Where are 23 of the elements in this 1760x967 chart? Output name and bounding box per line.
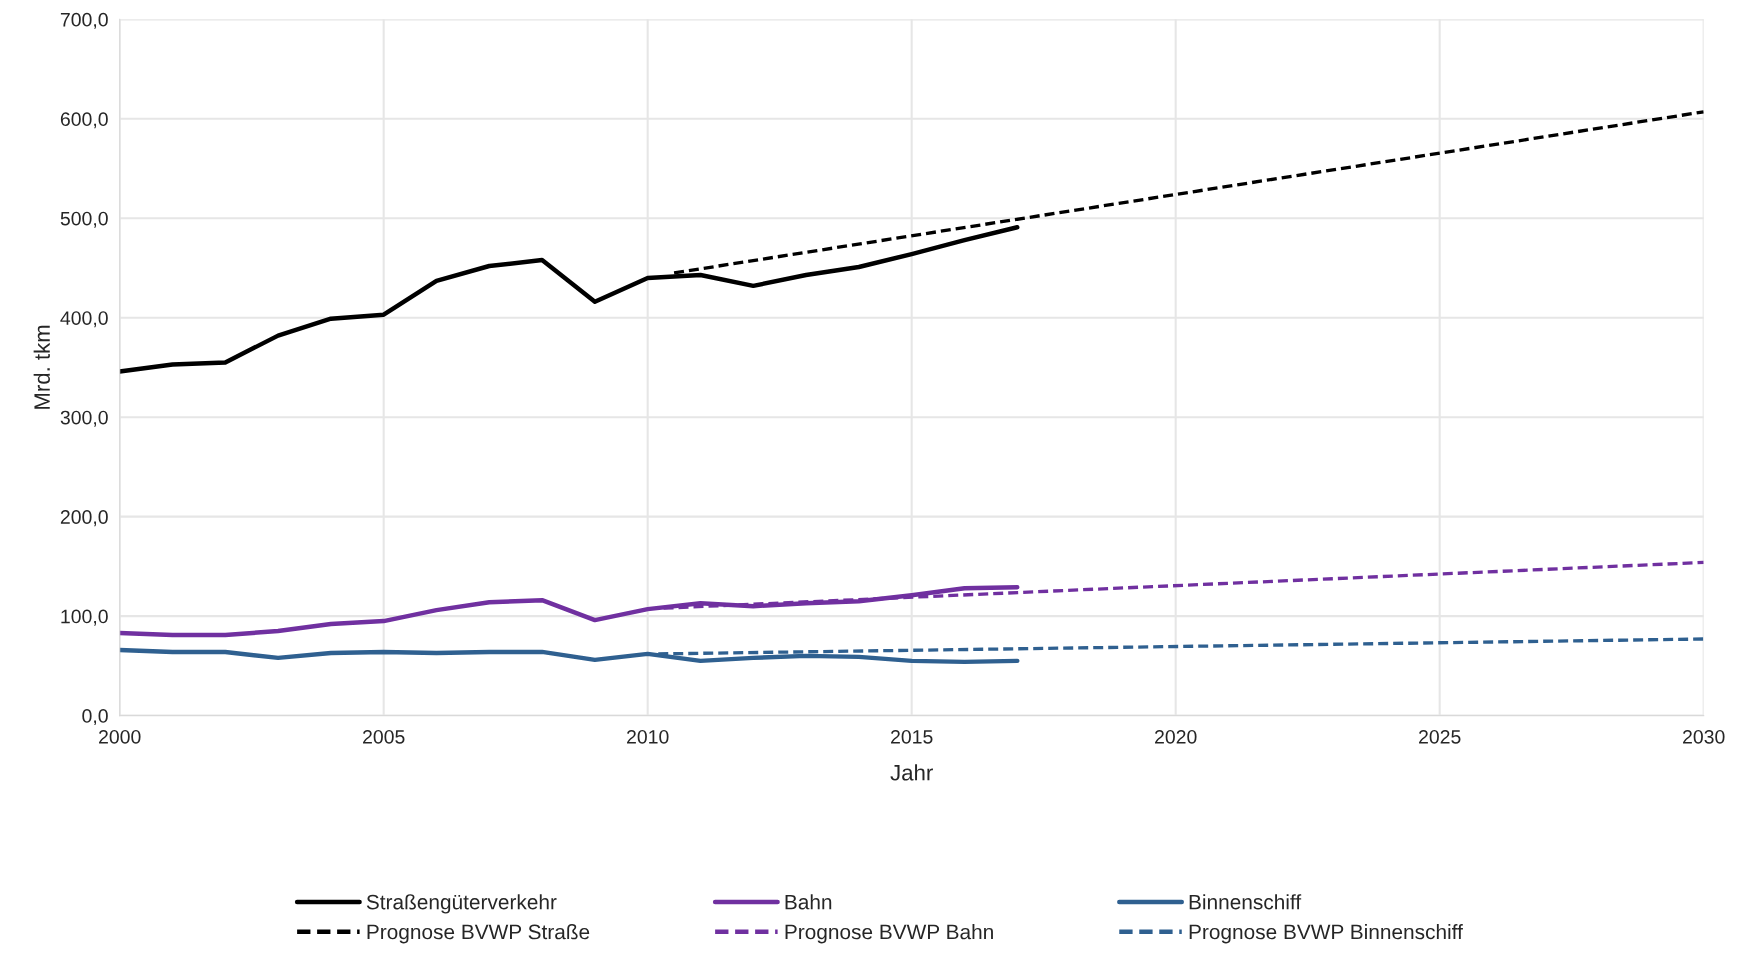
y-tick-label: 0,0 [82,709,108,726]
legend-label: Prognose BVWP Bahn [785,923,993,944]
x-tick-label: 2010 [627,729,669,744]
legend-label: Prognose BVWP Binnenschiff [1189,923,1463,944]
y-tick-label: 600,0 [60,112,108,129]
y-tick-label: 500,0 [60,211,108,228]
x-tick-label: 2005 [363,729,405,744]
y-tick-label: 700,0 [60,12,108,29]
x-tick-label: 2025 [1419,729,1461,744]
x-tick-label: 2000 [99,729,141,744]
x-tick-label: 2030 [1683,729,1725,744]
y-tick-label: 100,0 [61,609,108,626]
x-tick-label: 2015 [891,729,933,744]
x-axis-title: Jahr [890,764,933,781]
legend-label: Straßengüterverkehr [366,894,557,914]
y-axis-title: Mrd. tkm [33,325,50,409]
x-tick-label: 2020 [1155,729,1197,744]
legend-label: Binnenschiff [1189,894,1302,910]
y-tick-label: 400,0 [60,311,108,328]
legend-label: Prognose BVWP Straße [367,923,590,944]
legend-label: Bahn [785,894,832,910]
y-tick-label: 200,0 [60,510,108,527]
y-tick-label: 300,0 [60,410,108,427]
